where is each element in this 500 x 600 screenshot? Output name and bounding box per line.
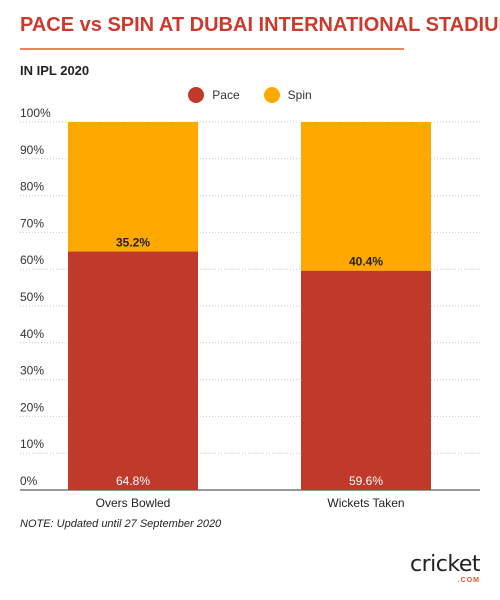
y-tick-label: 30% (20, 364, 44, 378)
legend-swatch-spin (263, 87, 280, 103)
y-tick-label: 10% (20, 437, 44, 451)
y-tick-label: 60% (20, 253, 44, 267)
legend-label-pace: Pace (212, 88, 240, 102)
legend-swatch-pace (188, 87, 205, 103)
chart-title: PACE vs SPIN AT DUBAI INTERNATIONAL STAD… (20, 14, 500, 36)
legend: Pace Spin (0, 87, 500, 103)
y-tick-label: 50% (20, 290, 44, 304)
legend-label-spin: Spin (287, 88, 312, 102)
data-label: 64.8% (116, 474, 150, 488)
bar-spin-wickets-taken (301, 122, 431, 271)
footnote: NOTE: Updated until 27 September 2020 (20, 518, 222, 530)
title-underline (20, 48, 404, 50)
legend-item-pace: Pace (188, 87, 240, 103)
bar-pace-overs-bowled (68, 251, 198, 490)
bar-spin-overs-bowled (68, 122, 198, 252)
data-label: 40.4% (349, 255, 383, 269)
y-tick-label: 80% (20, 180, 44, 194)
y-tick-label: 100% (20, 106, 51, 120)
y-tick-label: 70% (20, 216, 44, 230)
y-tick-label: 20% (20, 400, 44, 414)
chart-subtitle: IN IPL 2020 (20, 63, 90, 78)
bar-pace-wickets-taken (301, 270, 431, 490)
brand-logo: cricket .COM (410, 552, 480, 585)
y-tick-label: 90% (20, 143, 44, 157)
data-label: 59.6% (349, 474, 383, 488)
data-label: 35.2% (116, 236, 150, 250)
brand-wordmark: cricket (410, 552, 480, 577)
y-tick-label: 40% (20, 327, 44, 341)
legend-item-spin: Spin (263, 87, 312, 103)
x-tick-label: Wickets Taken (327, 496, 404, 510)
x-tick-label: Overs Bowled (96, 496, 171, 510)
y-tick-label: 0% (20, 474, 38, 488)
brand-suffix: .COM (457, 577, 480, 584)
